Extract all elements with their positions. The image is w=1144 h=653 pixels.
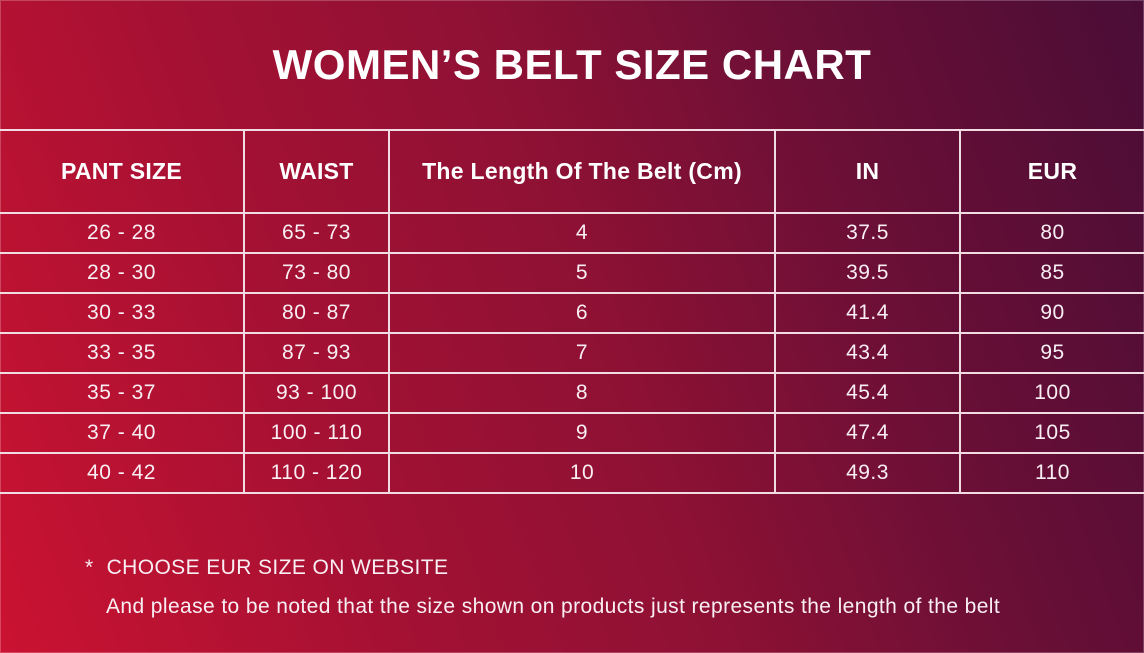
- table-cell: 37.5: [776, 214, 961, 252]
- table-cell: 26 - 28: [0, 214, 245, 252]
- table-cell: 105: [1034, 421, 1071, 444]
- table-cell: 43.4: [776, 334, 961, 372]
- table-cell: 100 - 110: [245, 414, 390, 452]
- table-row: 28 - 30 73 - 80 5 39.5 85: [0, 254, 1144, 294]
- table-cell: 7: [390, 334, 776, 372]
- table-cell: 33 - 35: [0, 334, 245, 372]
- table-header-row: PANT SIZE WAIST The Length Of The Belt (…: [0, 131, 1144, 214]
- table-row: 37 - 40 100 - 110 9 47.4 105: [0, 414, 1144, 454]
- column-header-pant-size: PANT SIZE: [0, 131, 245, 212]
- table-cell: 110: [1035, 461, 1070, 484]
- table-cell: 39.5: [776, 254, 961, 292]
- table-cell: 90: [1040, 301, 1065, 324]
- table-cell: 49.3: [776, 454, 961, 492]
- table-cell: 85: [1040, 261, 1065, 284]
- table-row: 40 - 42 110 - 120 10 49.3 110: [0, 454, 1144, 494]
- table-cell: 73 - 80: [245, 254, 390, 292]
- footnote-secondary: And please to be noted that the size sho…: [106, 595, 1001, 618]
- table-row: 26 - 28 65 - 73 4 37.5 80: [0, 214, 1144, 254]
- table-row: 30 - 33 80 - 87 6 41.4 90: [0, 294, 1144, 334]
- table-cell: 35 - 37: [0, 374, 245, 412]
- table-body: 26 - 28 65 - 73 4 37.5 80 28 - 30 73 - 80 5 39.5…: [0, 214, 1144, 494]
- table-cell: 30 - 33: [0, 294, 245, 332]
- table-cell: 45.4: [776, 374, 961, 412]
- footnotes: * CHOOSE EUR SIZE ON WEBSITE And please …: [85, 556, 1144, 619]
- table-row: 33 - 35 87 - 93 7 43.4 95: [0, 334, 1144, 374]
- table-cell: 8: [390, 374, 776, 412]
- page-title: WOMEN’S BELT SIZE CHART: [272, 40, 872, 88]
- table-cell: 41.4: [776, 294, 961, 332]
- table-cell: 80 - 87: [245, 294, 390, 332]
- table-cell: 110 - 120: [245, 454, 390, 492]
- column-header-waist: WAIST: [245, 131, 390, 212]
- belt-size-chart-page: WOMEN’S BELT SIZE CHART PANT SIZE WAIST …: [0, 40, 1144, 619]
- table-cell: 6: [390, 294, 776, 332]
- asterisk-marker: *: [85, 556, 94, 579]
- table-cell: 5: [390, 254, 776, 292]
- table-cell: 28 - 30: [0, 254, 245, 292]
- column-header-belt-length: The Length Of The Belt (Cm): [390, 131, 776, 212]
- table-cell: 87 - 93: [245, 334, 390, 372]
- table-row: 35 - 37 93 - 100 8 45.4 100: [0, 374, 1144, 414]
- column-header-eur: EUR: [1027, 158, 1078, 184]
- footnote-primary-text: CHOOSE EUR SIZE ON WEBSITE: [106, 556, 449, 579]
- table-cell: 47.4: [776, 414, 961, 452]
- column-header-in: IN: [776, 131, 961, 212]
- footnote-primary: * CHOOSE EUR SIZE ON WEBSITE: [85, 556, 1144, 580]
- table-cell: 95: [1040, 341, 1065, 364]
- table-cell: 65 - 73: [245, 214, 390, 252]
- table-cell: 10: [390, 454, 776, 492]
- table-cell: 4: [390, 214, 776, 252]
- table-cell: 37 - 40: [0, 414, 245, 452]
- size-table: PANT SIZE WAIST The Length Of The Belt (…: [0, 129, 1144, 494]
- table-cell: 80: [1040, 221, 1065, 244]
- table-cell: 100: [1034, 381, 1071, 404]
- table-cell: 40 - 42: [0, 454, 245, 492]
- table-cell: 9: [390, 414, 776, 452]
- table-cell: 93 - 100: [245, 374, 390, 412]
